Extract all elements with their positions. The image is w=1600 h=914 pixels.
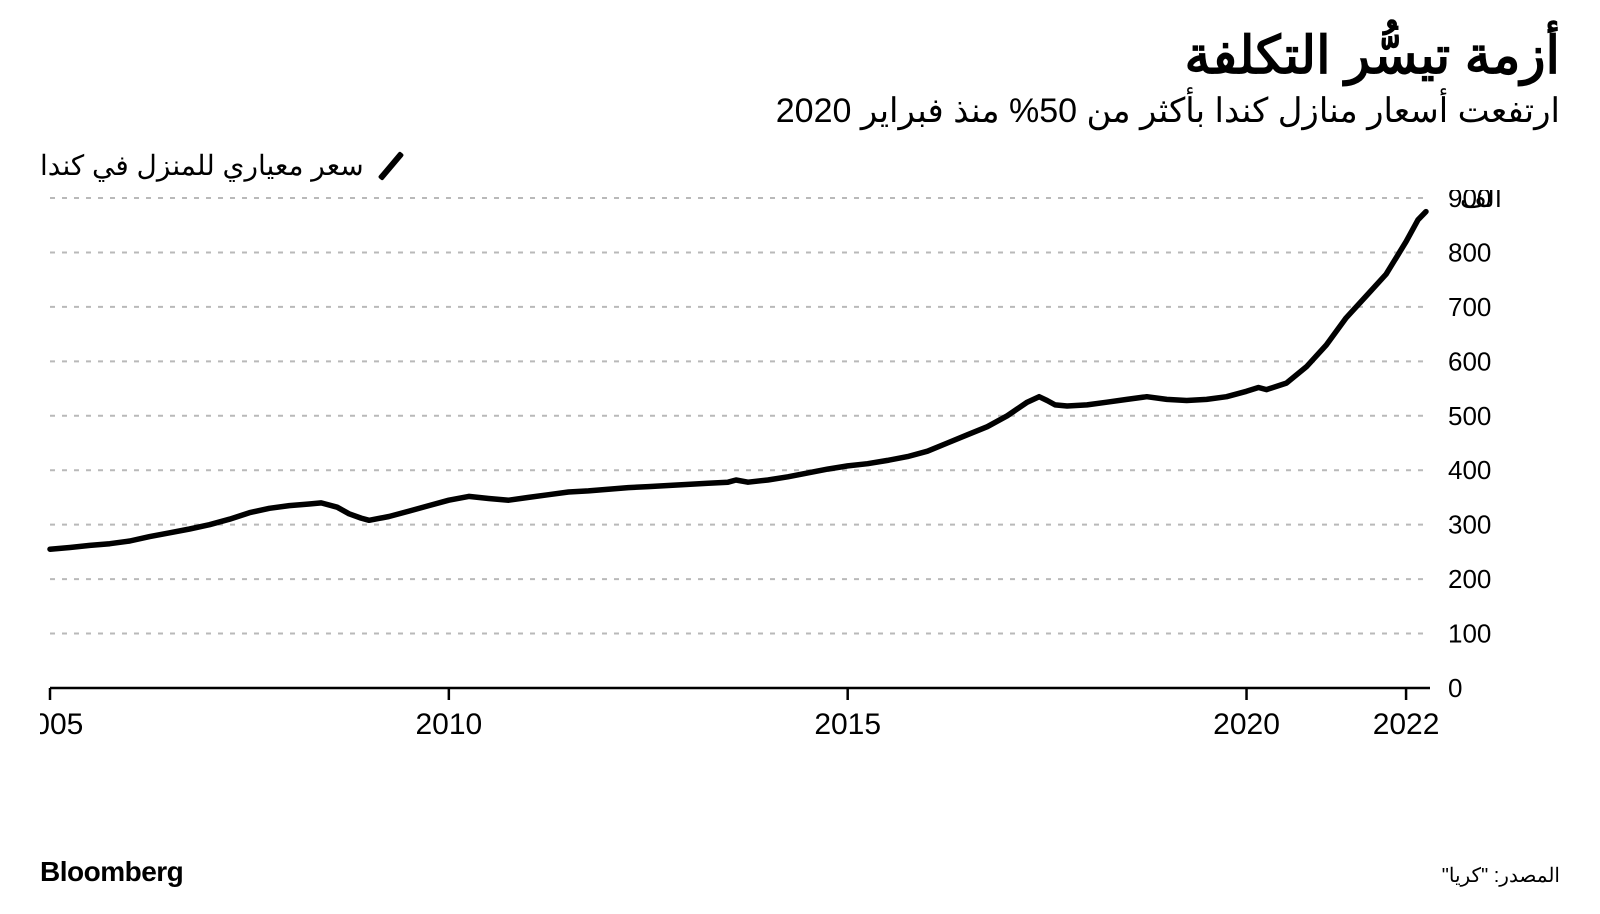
y-tick-label: 100	[1448, 619, 1491, 649]
y-tick-label: 800	[1448, 238, 1491, 268]
chart-title: أزمة تيسُّر التكلفة	[40, 28, 1560, 85]
y-tick-label: 200	[1448, 564, 1491, 594]
y-tick-label: 0	[1448, 673, 1462, 703]
x-tick-label: 2010	[415, 708, 482, 741]
y-tick-label: 700	[1448, 292, 1491, 322]
brand-logo: Bloomberg	[40, 856, 183, 888]
legend-swatch-icon	[377, 151, 403, 181]
line-chart-svg: 0100200300400500600700800900ألف200520102…	[40, 190, 1560, 750]
x-tick-label: 2020	[1213, 708, 1280, 741]
y-tick-label: 600	[1448, 347, 1491, 377]
source-text: المصدر: "كريا"	[1442, 863, 1560, 888]
x-tick-label: 2005	[40, 708, 83, 741]
x-tick-label: 2015	[814, 708, 881, 741]
series-line	[50, 212, 1426, 550]
x-tick-label: 2022	[1373, 708, 1440, 741]
legend-label: سعر معياري للمنزل في كندا	[40, 149, 364, 182]
y-tick-label: 500	[1448, 401, 1491, 431]
y-tick-label: 300	[1448, 510, 1491, 540]
legend: سعر معياري للمنزل في كندا	[40, 149, 1560, 182]
chart-subtitle: ارتفعت أسعار منازل كندا بأكثر من 50% منذ…	[40, 91, 1560, 131]
y-unit-label: ألف	[1460, 190, 1502, 213]
y-tick-label: 400	[1448, 455, 1491, 485]
chart-area: 0100200300400500600700800900ألف200520102…	[40, 190, 1560, 750]
